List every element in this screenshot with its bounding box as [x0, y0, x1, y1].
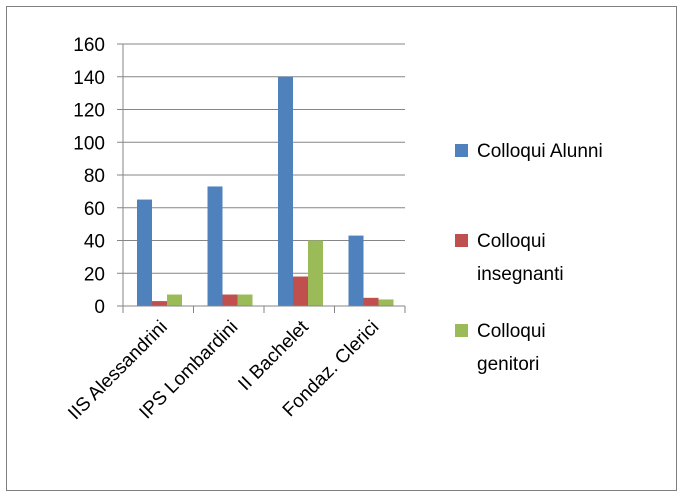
bar-colloqui-genitori-3 — [378, 299, 394, 306]
legend-swatch — [455, 234, 468, 247]
legend-swatch — [455, 324, 468, 337]
y-tick-label: 0 — [94, 297, 105, 318]
y-tick-label: 60 — [84, 199, 105, 220]
bars — [137, 76, 394, 306]
bar-colloqui-insegnanti-3 — [363, 297, 379, 306]
legend-label: Colloqui Alunni — [477, 141, 603, 162]
y-tick-label: 160 — [73, 35, 105, 56]
y-tick-label: 120 — [73, 101, 105, 122]
bar-colloqui-insegnanti-0 — [152, 301, 167, 306]
bar-colloqui-alunni-0 — [137, 199, 152, 306]
bar-colloqui-alunni-2 — [278, 76, 293, 306]
legend-label: Colloqui genitori — [477, 321, 546, 375]
y-tick-label: 40 — [84, 232, 105, 253]
chart-frame — [6, 6, 677, 491]
bar-colloqui-genitori-2 — [308, 240, 323, 306]
y-tick-label: 140 — [73, 68, 105, 89]
legend-label: Colloqui insegnanti — [477, 231, 564, 285]
bar-colloqui-genitori-1 — [237, 294, 253, 306]
legend: Colloqui Alunni Colloqui insegnanti Colloqu… — [455, 141, 603, 375]
bar-colloqui-insegnanti-1 — [222, 294, 238, 306]
y-axis-ticks: 0 20 40 60 80 100 120 140 160 — [73, 35, 123, 318]
y-tick-label: 100 — [73, 133, 105, 154]
bar-colloqui-alunni-1 — [207, 186, 223, 306]
y-tick-label: 20 — [84, 264, 105, 285]
axes — [122, 44, 406, 313]
legend-swatch — [455, 144, 468, 157]
bar-colloqui-alunni-3 — [348, 235, 364, 306]
y-tick-label: 80 — [84, 166, 105, 187]
bar-colloqui-genitori-0 — [167, 294, 182, 306]
bar-colloqui-insegnanti-2 — [293, 276, 308, 306]
